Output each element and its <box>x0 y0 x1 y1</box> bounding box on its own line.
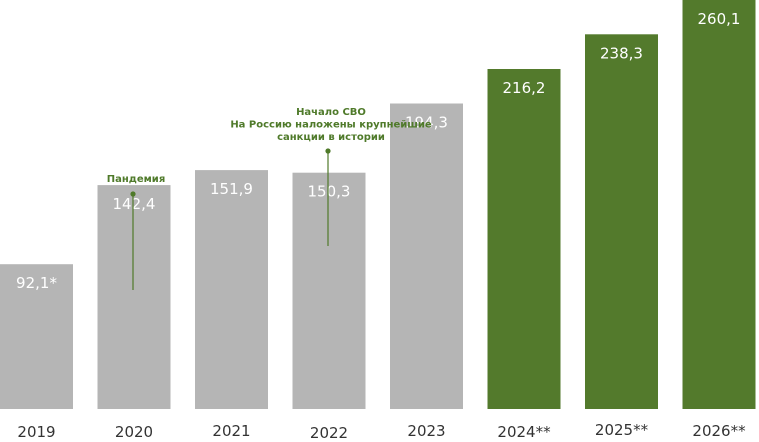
bar-value-label-1: 142,4 <box>113 195 156 213</box>
annotation-1-line-1: На Россию наложены крупнейшие <box>230 120 432 131</box>
bar-value-label-7: 260,1 <box>698 10 741 28</box>
bar-4 <box>390 103 463 409</box>
x-tick-label-6: 2025** <box>595 421 649 439</box>
x-tick-label-3: 2022 <box>310 424 348 442</box>
x-axis-tick-labels: 2019 2020 2021 2022 2023 2024** 2025** 2026** <box>17 421 746 442</box>
bar-value-label-5: 216,2 <box>503 79 546 97</box>
x-tick-label-5: 2024** <box>497 423 551 441</box>
annotation-0: Пандемия <box>107 174 166 290</box>
x-tick-label-1: 2020 <box>115 423 153 441</box>
bar-value-label-4: 194,3 <box>405 114 448 132</box>
bar-3 <box>292 172 366 409</box>
bar-value-label-2: 151,9 <box>210 180 253 198</box>
bar-2 <box>195 170 268 409</box>
x-tick-label-4: 2023 <box>407 422 445 440</box>
annotation-1-line-2: санкции в истории <box>277 132 385 143</box>
bar-0 <box>0 264 73 409</box>
annotation-1-line-0: Начало СВО <box>296 107 366 118</box>
annotations-group: Пандемия Начало СВО На Россию наложены кру… <box>107 107 432 290</box>
annotation-1: Начало СВО На Россию наложены крупнейшиес… <box>230 107 432 246</box>
annotation-0-line-0: Пандемия <box>107 174 166 185</box>
bar-7 <box>682 0 756 409</box>
bar-value-labels: 92,1* 142,4 151,9 150,3 194,3 216,2 238,3 260,1 <box>16 10 740 292</box>
bar-1 <box>97 185 171 409</box>
x-tick-label-2: 2021 <box>212 422 250 440</box>
bar-value-label-6: 238,3 <box>600 44 643 62</box>
x-tick-label-7: 2026** <box>692 422 746 440</box>
bar-value-label-3: 150,3 <box>308 183 351 201</box>
bar-6 <box>585 34 658 410</box>
bars-group <box>0 0 756 410</box>
bar-value-label-0: 92,1* <box>16 274 57 292</box>
x-tick-label-0: 2019 <box>17 423 55 441</box>
bar-5 <box>487 69 561 409</box>
